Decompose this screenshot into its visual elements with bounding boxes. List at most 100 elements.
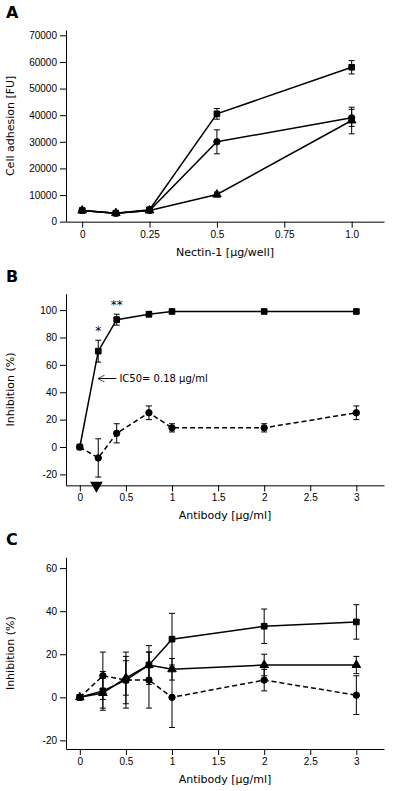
tick: 0.5: [119, 749, 133, 767]
tick-mark: [60, 420, 66, 421]
tick-label: 40: [46, 606, 58, 617]
tick-mark: [310, 485, 311, 491]
axis-marker: [90, 482, 103, 493]
tick: 20: [46, 649, 66, 660]
tick-label: 0: [51, 692, 57, 703]
tick: 0: [51, 442, 66, 453]
error-bar: [95, 340, 101, 362]
tick: 2: [262, 749, 268, 767]
axis-line: [66, 294, 67, 486]
significance-star: **: [111, 298, 123, 312]
point: [76, 692, 85, 699]
tick-mark: [126, 749, 127, 755]
tick-mark: [60, 474, 66, 475]
tick: 60000: [29, 57, 66, 68]
tick-label: 0: [78, 756, 84, 767]
point: [146, 311, 152, 317]
tick: 0.25: [140, 222, 160, 240]
point: [146, 677, 152, 683]
point: [145, 206, 154, 213]
point: [100, 673, 106, 679]
tick-mark: [218, 749, 219, 755]
point: [77, 694, 83, 700]
series: [78, 107, 356, 215]
error-bar: [349, 61, 355, 74]
panel: 00.511.522.53-20020406080100Antibody [μg…: [4, 294, 385, 522]
panel-label: A: [6, 3, 19, 22]
x-axis: 00.511.522.53: [67, 749, 385, 767]
series: [79, 109, 355, 216]
tick-label: 60: [46, 360, 58, 371]
error-bar: [100, 652, 106, 699]
error-bar: [261, 609, 267, 643]
error-bar: [146, 311, 152, 316]
point: [123, 677, 129, 683]
error-bar: [146, 406, 152, 420]
tick-label: 1: [170, 492, 176, 503]
line: [80, 622, 357, 697]
tick-label: 0: [51, 216, 57, 227]
tick-label: 60000: [29, 57, 57, 68]
tick-mark: [264, 485, 265, 491]
line: [82, 118, 351, 213]
tick-label: 10000: [29, 190, 57, 201]
tick: 70000: [29, 30, 66, 41]
tick-mark: [356, 485, 357, 491]
tick: 40: [46, 606, 66, 617]
tick-label: 2: [262, 756, 268, 767]
tick-label: 2.5: [304, 756, 318, 767]
line: [80, 311, 357, 447]
annotation-arrow: [98, 378, 116, 379]
error-bar: [214, 130, 220, 154]
point: [95, 348, 101, 354]
tick: 1.5: [212, 749, 226, 767]
error-bar: [169, 667, 175, 727]
error-bar: [123, 652, 129, 708]
point: [169, 694, 175, 700]
tick-label: 0: [78, 492, 84, 503]
x-axis: 00.250.50.751.0: [67, 222, 385, 240]
chart-svg: 00.250.50.751.00100002000030000400005000…: [0, 0, 400, 791]
error-bar: [146, 652, 152, 708]
panel-label: C: [6, 530, 18, 549]
tick: 100: [40, 305, 66, 316]
tick: 30000: [29, 137, 66, 148]
tick-label: 1: [170, 756, 176, 767]
x-axis-title: Antibody [μg/ml]: [179, 509, 272, 522]
line: [80, 676, 357, 698]
point: [95, 455, 101, 461]
annotation-text: IC50= 0.18 μg/ml: [119, 373, 207, 384]
series: [77, 309, 360, 450]
tick-mark: [60, 168, 66, 169]
point: [112, 208, 121, 215]
x-axis-title: Antibody [μg/ml]: [179, 773, 272, 786]
error-bar: [261, 424, 267, 432]
tick: 0: [51, 216, 66, 227]
tick-mark: [60, 310, 66, 311]
tick: 20000: [29, 163, 66, 174]
tick-label: 0.25: [140, 229, 160, 240]
y-axis: 010000200003000040000500006000070000: [29, 30, 66, 227]
tick-label: 60: [46, 563, 58, 574]
tick: 80: [46, 332, 66, 343]
tick-mark: [60, 654, 66, 655]
tick: 2: [262, 485, 268, 503]
point: [78, 206, 87, 213]
tick: -20: [43, 469, 66, 480]
tick: 0.5: [119, 485, 133, 503]
plot-area: [77, 309, 360, 477]
line: [82, 67, 351, 213]
tick-label: 1.0: [345, 229, 359, 240]
error-bar: [95, 439, 101, 477]
series: [79, 61, 354, 216]
point: [261, 309, 267, 315]
tick: 1: [170, 749, 176, 767]
point: [146, 410, 152, 416]
tick-mark: [352, 222, 353, 228]
point: [347, 116, 356, 123]
chart-container: 00.250.50.751.00100002000030000400005000…: [0, 0, 400, 791]
point: [169, 425, 175, 431]
axis-line: [66, 31, 67, 223]
tick-mark: [264, 749, 265, 755]
series: [76, 652, 361, 708]
